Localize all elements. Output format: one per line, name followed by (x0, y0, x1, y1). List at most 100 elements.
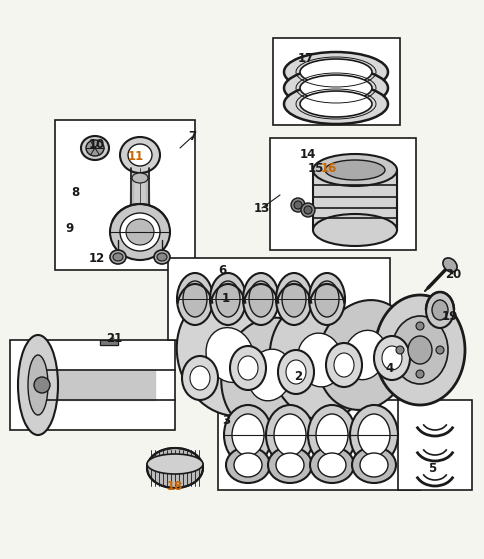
Ellipse shape (416, 322, 424, 330)
Ellipse shape (334, 353, 354, 377)
Ellipse shape (28, 355, 48, 415)
Text: 1: 1 (222, 291, 230, 305)
Ellipse shape (325, 160, 385, 180)
Ellipse shape (286, 360, 306, 384)
Ellipse shape (318, 453, 346, 477)
Text: 9: 9 (66, 221, 74, 234)
Ellipse shape (352, 447, 396, 483)
Text: 16: 16 (321, 162, 337, 174)
Text: 15: 15 (308, 162, 324, 174)
Ellipse shape (110, 204, 170, 260)
Polygon shape (146, 170, 150, 215)
Ellipse shape (382, 346, 402, 370)
Ellipse shape (313, 154, 397, 186)
Ellipse shape (375, 295, 465, 405)
Text: 3: 3 (222, 414, 230, 427)
Ellipse shape (274, 414, 306, 456)
Ellipse shape (147, 448, 203, 488)
Ellipse shape (304, 206, 312, 214)
Ellipse shape (126, 219, 154, 245)
Ellipse shape (344, 330, 386, 380)
Ellipse shape (310, 447, 354, 483)
Text: 5: 5 (428, 462, 436, 475)
Ellipse shape (249, 281, 273, 317)
Text: 21: 21 (106, 331, 122, 344)
Ellipse shape (436, 346, 444, 354)
Polygon shape (130, 170, 134, 215)
Ellipse shape (297, 333, 343, 387)
Ellipse shape (132, 173, 148, 183)
Polygon shape (132, 168, 148, 215)
Ellipse shape (110, 250, 126, 264)
Ellipse shape (266, 405, 314, 465)
Ellipse shape (157, 253, 167, 261)
Ellipse shape (238, 356, 258, 380)
Text: 2: 2 (294, 371, 302, 383)
Ellipse shape (374, 336, 410, 380)
Ellipse shape (34, 377, 50, 393)
Ellipse shape (177, 273, 213, 325)
Ellipse shape (248, 349, 292, 401)
Ellipse shape (206, 328, 254, 382)
Ellipse shape (392, 316, 448, 384)
Bar (273, 38, 400, 125)
Text: 19: 19 (442, 310, 458, 323)
Ellipse shape (416, 370, 424, 378)
Ellipse shape (120, 213, 160, 251)
Ellipse shape (128, 144, 152, 166)
Bar (270, 138, 416, 250)
Text: 11: 11 (128, 150, 144, 163)
Ellipse shape (224, 405, 272, 465)
Ellipse shape (396, 346, 404, 354)
Text: 8: 8 (71, 187, 79, 200)
Ellipse shape (291, 198, 305, 212)
Ellipse shape (360, 453, 388, 477)
Polygon shape (100, 340, 118, 345)
Ellipse shape (278, 350, 314, 394)
Text: 7: 7 (188, 130, 196, 144)
Text: 6: 6 (218, 263, 226, 277)
Ellipse shape (226, 447, 270, 483)
Ellipse shape (358, 414, 390, 456)
Ellipse shape (81, 136, 109, 160)
Text: 18: 18 (167, 481, 183, 494)
Bar (55, 120, 195, 270)
Ellipse shape (282, 281, 306, 317)
Ellipse shape (270, 300, 370, 420)
Bar (168, 258, 390, 340)
Ellipse shape (326, 343, 362, 387)
Ellipse shape (294, 201, 302, 209)
Text: 17: 17 (298, 51, 314, 64)
Ellipse shape (86, 140, 104, 156)
Ellipse shape (315, 281, 339, 317)
Ellipse shape (147, 454, 203, 474)
Ellipse shape (113, 253, 123, 261)
Polygon shape (313, 170, 397, 230)
Ellipse shape (443, 258, 457, 272)
Text: 20: 20 (445, 268, 461, 281)
Ellipse shape (216, 281, 240, 317)
Ellipse shape (177, 294, 283, 416)
Ellipse shape (432, 300, 448, 320)
Ellipse shape (190, 366, 210, 390)
Ellipse shape (182, 356, 218, 400)
Ellipse shape (243, 273, 279, 325)
Text: 13: 13 (254, 201, 270, 215)
Ellipse shape (301, 203, 315, 217)
Ellipse shape (300, 75, 372, 101)
Ellipse shape (316, 414, 348, 456)
Ellipse shape (230, 346, 266, 390)
Ellipse shape (183, 281, 207, 317)
Ellipse shape (284, 68, 388, 108)
Ellipse shape (426, 292, 454, 328)
Ellipse shape (300, 91, 372, 117)
Ellipse shape (232, 414, 264, 456)
Ellipse shape (318, 300, 412, 410)
Ellipse shape (221, 318, 319, 432)
Ellipse shape (284, 52, 388, 92)
Polygon shape (38, 370, 155, 400)
Ellipse shape (350, 405, 398, 465)
Ellipse shape (268, 447, 312, 483)
Ellipse shape (210, 273, 246, 325)
Ellipse shape (308, 405, 356, 465)
